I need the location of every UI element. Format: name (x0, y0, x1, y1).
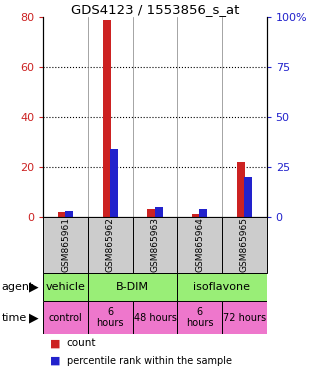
Bar (199, 209, 207, 217)
Text: GSM865964: GSM865964 (195, 217, 204, 272)
FancyBboxPatch shape (222, 301, 267, 334)
FancyBboxPatch shape (177, 273, 267, 301)
Bar (244, 177, 252, 217)
Text: isoflavone: isoflavone (193, 281, 250, 292)
Text: GSM865961: GSM865961 (61, 217, 70, 272)
Bar (192, 215, 200, 217)
Text: 6
hours: 6 hours (186, 307, 213, 328)
Text: GSM865963: GSM865963 (150, 217, 160, 272)
FancyBboxPatch shape (88, 273, 177, 301)
FancyBboxPatch shape (43, 217, 88, 273)
Text: ▶: ▶ (29, 311, 39, 324)
FancyBboxPatch shape (133, 217, 177, 273)
Bar (58, 212, 66, 217)
Bar (65, 211, 73, 217)
Text: B-DIM: B-DIM (116, 281, 149, 292)
Text: ■: ■ (50, 356, 60, 366)
Text: count: count (67, 338, 96, 348)
Bar (148, 210, 155, 217)
Text: 72 hours: 72 hours (223, 313, 266, 323)
Text: GSM865965: GSM865965 (240, 217, 249, 272)
FancyBboxPatch shape (177, 217, 222, 273)
FancyBboxPatch shape (177, 301, 222, 334)
Bar (155, 207, 162, 217)
FancyBboxPatch shape (88, 301, 133, 334)
FancyBboxPatch shape (43, 273, 88, 301)
Text: percentile rank within the sample: percentile rank within the sample (67, 356, 232, 366)
Text: agent: agent (2, 281, 34, 292)
Text: control: control (49, 313, 82, 323)
Bar (237, 162, 245, 217)
FancyBboxPatch shape (222, 217, 267, 273)
Text: 48 hours: 48 hours (134, 313, 176, 323)
Text: ■: ■ (50, 338, 60, 348)
FancyBboxPatch shape (133, 301, 177, 334)
Text: ▶: ▶ (29, 280, 39, 293)
Title: GDS4123 / 1553856_s_at: GDS4123 / 1553856_s_at (71, 3, 239, 16)
Text: time: time (2, 313, 27, 323)
FancyBboxPatch shape (43, 301, 88, 334)
Bar (110, 149, 118, 217)
Text: GSM865962: GSM865962 (106, 217, 115, 272)
Bar (103, 20, 111, 217)
Text: 6
hours: 6 hours (97, 307, 124, 328)
FancyBboxPatch shape (88, 217, 133, 273)
Text: vehicle: vehicle (46, 281, 86, 292)
